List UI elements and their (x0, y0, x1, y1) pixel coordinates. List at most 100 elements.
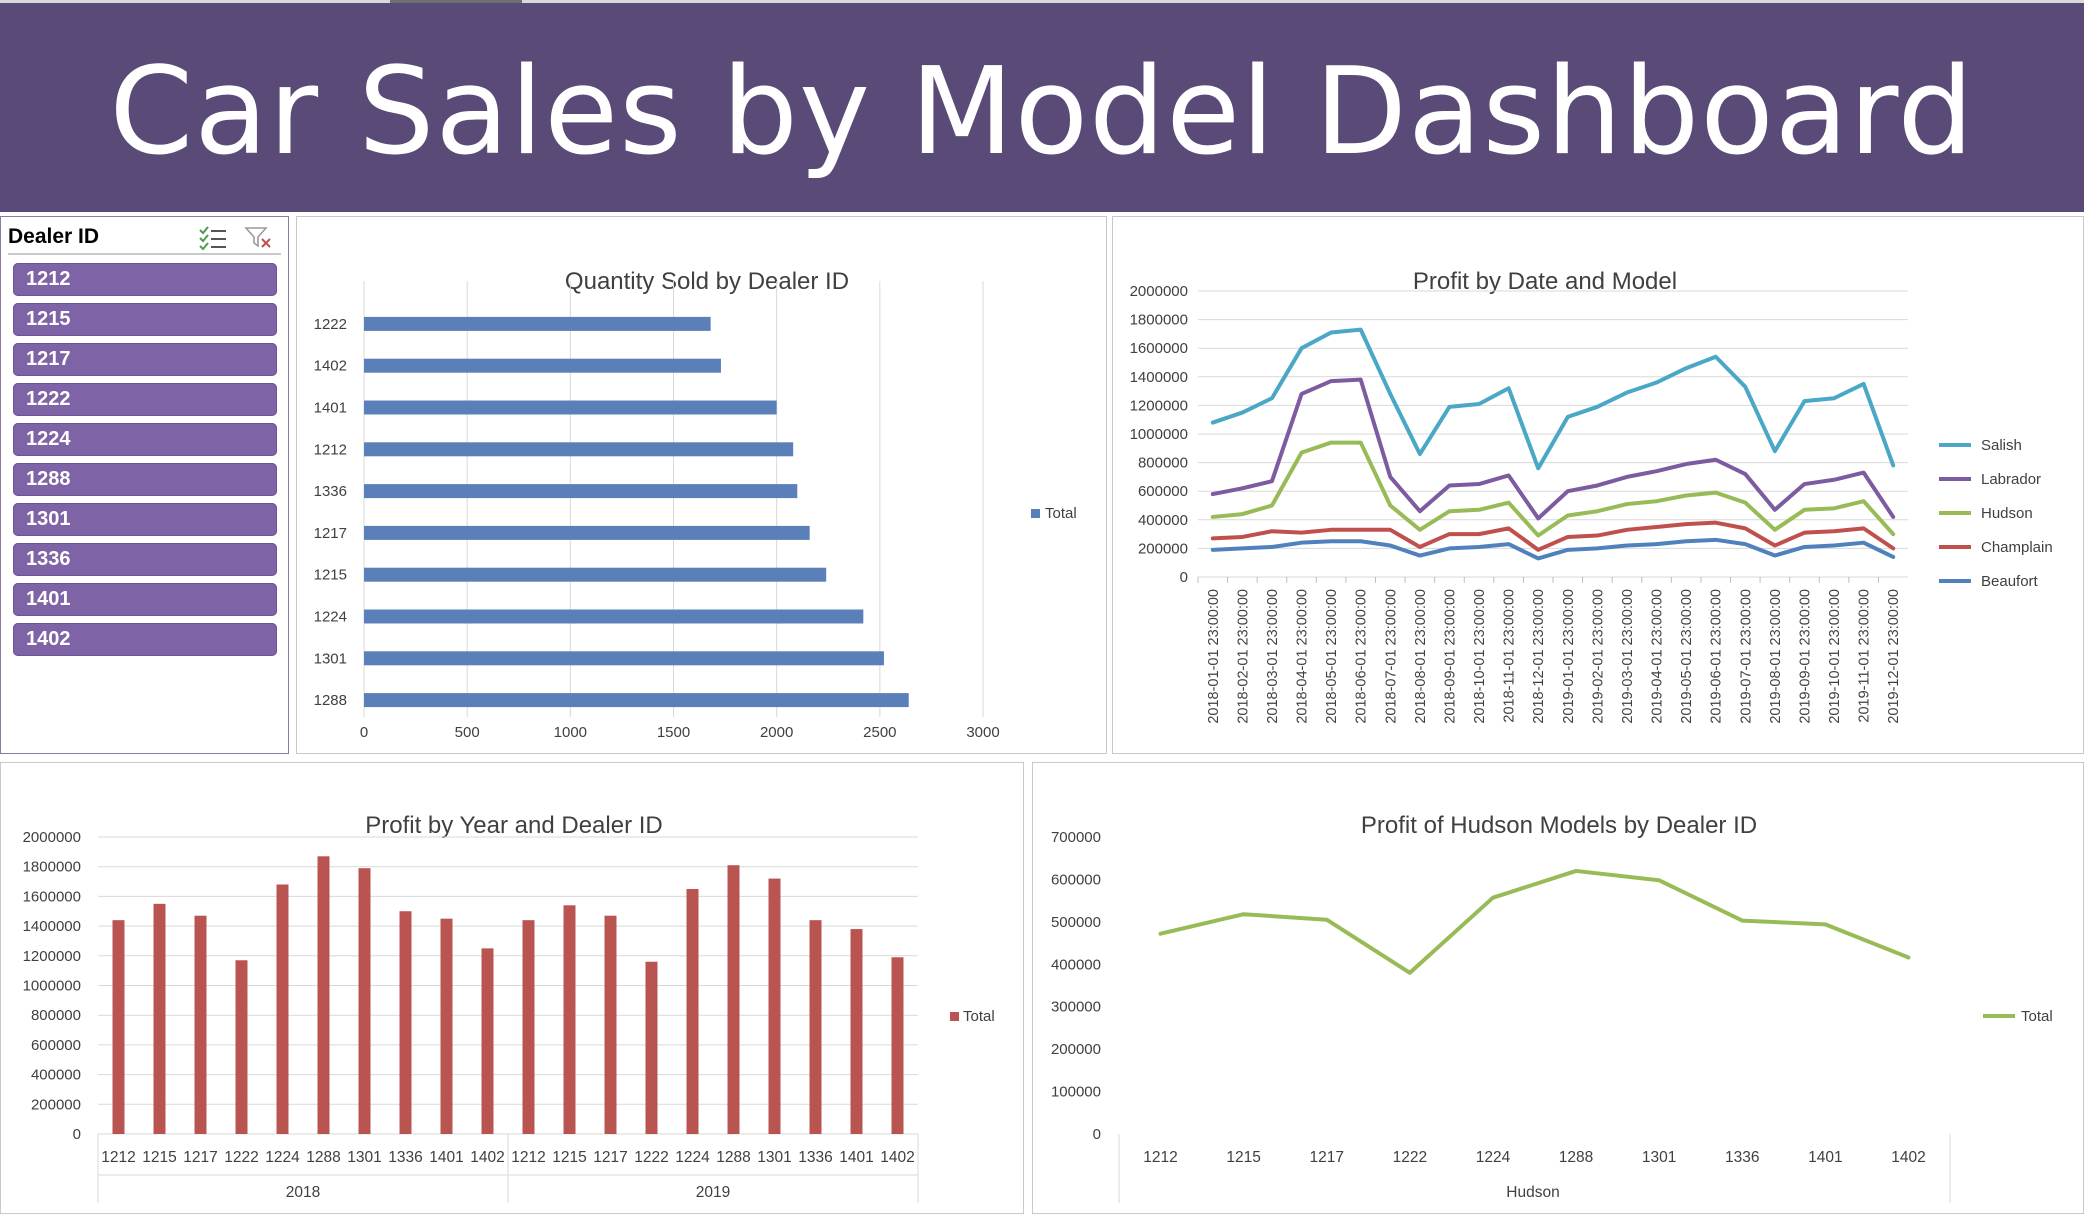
bar-2019-1301 (768, 878, 781, 1134)
bar-2018-1217 (194, 915, 207, 1134)
x-tick-label: 1222 (224, 1149, 258, 1166)
bar-1336 (364, 484, 798, 499)
x-tick-label: 2018-04-01 23:00:00 (1295, 589, 1311, 724)
y-tick-label: 1401 (314, 400, 347, 417)
legend-label: Total (963, 1008, 995, 1025)
x-tick-label: 1402 (1891, 1149, 1925, 1166)
x-tick-label: 1212 (511, 1149, 545, 1166)
bar-2018-1402 (481, 948, 494, 1134)
clear-filter-icon[interactable] (244, 225, 274, 251)
multi-select-icon[interactable] (198, 225, 228, 251)
x-tick-label: 1301 (1642, 1149, 1676, 1166)
y-tick-label: 0 (1180, 569, 1188, 586)
x-tick-label: 2019-05-01 23:00:00 (1679, 589, 1695, 724)
y-tick-label: 1200000 (23, 948, 81, 965)
x-tick-label: 1336 (798, 1149, 832, 1166)
x-tick-label: 1288 (1559, 1149, 1593, 1166)
slicer-header: Dealer ID (8, 223, 281, 255)
x-tick-label: 1402 (880, 1149, 914, 1166)
dealer-id-slicer[interactable]: Dealer ID 1212 1215 1217 1222 1224 1288 1301 13… (0, 216, 289, 754)
bar-2019-1288 (727, 865, 740, 1134)
sheet-tab-marker (390, 0, 522, 3)
y-tick-label: 100000 (1051, 1084, 1101, 1101)
bar-2019-1222 (645, 961, 658, 1134)
slicer-item-1301[interactable]: 1301 (13, 503, 277, 536)
legend-label: Total (2021, 1008, 2053, 1025)
slicer-item-1215[interactable]: 1215 (13, 303, 277, 336)
series-line-salish (1210, 327, 1896, 471)
group-label: Hudson (1506, 1184, 1559, 1201)
x-tick-label: 1222 (1393, 1149, 1427, 1166)
y-tick-label: 500000 (1051, 914, 1101, 931)
x-tick-label: 2019-09-01 23:00:00 (1797, 589, 1813, 724)
y-tick-label: 600000 (1051, 871, 1101, 888)
hudson-profit-svg: Profit of Hudson Models by Dealer ID 7000… (1051, 812, 2053, 1203)
y-tick-label: 1336 (314, 483, 347, 500)
bar-2019-1336 (809, 920, 822, 1134)
bar-2019-1401 (850, 929, 863, 1134)
x-tick-label: 1000 (554, 724, 587, 741)
x-tick-label: 1224 (675, 1149, 710, 1166)
bar-2018-1336 (399, 911, 412, 1134)
slicer-item-list: 1212 1215 1217 1222 1224 1288 1301 1336 1401 1402 (13, 263, 277, 663)
x-tick-label: 1402 (470, 1149, 504, 1166)
bar-2018-1222 (235, 960, 248, 1134)
slicer-item-1217[interactable]: 1217 (13, 343, 277, 376)
bar-1215 (364, 567, 827, 582)
y-tick-label: 1217 (314, 525, 347, 542)
bar-2018-1224 (276, 884, 289, 1134)
y-tick-label: 700000 (1051, 829, 1101, 846)
bar-1224 (364, 609, 864, 624)
y-tick-label: 1800000 (23, 859, 81, 876)
x-tick-label: 2018-10-01 23:00:00 (1472, 589, 1488, 724)
bar-2018-1212 (112, 920, 125, 1134)
x-tick-label: 1215 (1226, 1149, 1260, 1166)
hudson-profit-chart: Profit of Hudson Models by Dealer ID 7000… (1032, 762, 2084, 1214)
series-line-champlain (1210, 520, 1896, 552)
y-tick-label: 1288 (314, 692, 347, 709)
slicer-item-1401[interactable]: 1401 (13, 583, 277, 616)
profit-by-date-model-svg: Profit by Date and Model2000000180000016… (1130, 268, 2053, 724)
slicer-item-1288[interactable]: 1288 (13, 463, 277, 496)
x-tick-label: 1301 (347, 1149, 381, 1166)
y-tick-label: 800000 (1138, 455, 1188, 472)
slicer-item-1212[interactable]: 1212 (13, 263, 277, 296)
bar-2019-1212 (522, 920, 535, 1134)
series-line-hudson (1210, 440, 1896, 538)
x-tick-label: 500 (455, 724, 480, 741)
legend-label: Total (1045, 505, 1077, 522)
x-tick-label: 2019-10-01 23:00:00 (1827, 589, 1843, 724)
y-tick-label: 1800000 (1130, 312, 1188, 329)
slicer-item-1336[interactable]: 1336 (13, 543, 277, 576)
group-label: 2018 (286, 1184, 320, 1201)
x-tick-label: 2018-01-01 23:00:00 (1206, 589, 1222, 724)
x-tick-label: 1222 (634, 1149, 668, 1166)
bar-1402 (364, 358, 721, 373)
slicer-item-1224[interactable]: 1224 (13, 423, 277, 456)
slicer-item-1222[interactable]: 1222 (13, 383, 277, 416)
y-tick-label: 400000 (31, 1067, 81, 1084)
x-tick-label: 3000 (966, 724, 999, 741)
x-tick-label: 2500 (863, 724, 896, 741)
bar-2019-1402 (891, 957, 904, 1134)
x-tick-label: 1217 (183, 1149, 217, 1166)
x-tick-label: 2019-03-01 23:00:00 (1620, 589, 1636, 724)
x-tick-label: 2019-01-01 23:00:00 (1561, 589, 1577, 724)
y-tick-label: 1215 (314, 567, 347, 584)
slicer-item-1402[interactable]: 1402 (13, 623, 277, 656)
x-tick-label: 1500 (657, 724, 690, 741)
x-tick-label: 1336 (388, 1149, 422, 1166)
bar-1301 (364, 651, 884, 666)
x-tick-label: 2018-09-01 23:00:00 (1442, 589, 1458, 724)
x-tick-label: 1224 (265, 1149, 300, 1166)
x-tick-label: 2018-03-01 23:00:00 (1265, 589, 1281, 724)
profit-by-date-model-chart: Profit by Date and Model 2000000 1800000 16… (1112, 216, 2084, 754)
x-tick-label: 1288 (306, 1149, 340, 1166)
y-tick-label: 0 (1093, 1126, 1101, 1143)
x-tick-label: 2018-07-01 23:00:00 (1383, 589, 1399, 724)
y-tick-label: 1200000 (1130, 397, 1188, 414)
x-tick-label: 2019-06-01 23:00:00 (1709, 589, 1725, 724)
profit-by-year-dealer-svg: Profit by Year and Dealer ID200000018000… (23, 812, 995, 1203)
x-tick-label: 1288 (716, 1149, 750, 1166)
x-tick-label: 2019-12-01 23:00:00 (1886, 589, 1902, 724)
